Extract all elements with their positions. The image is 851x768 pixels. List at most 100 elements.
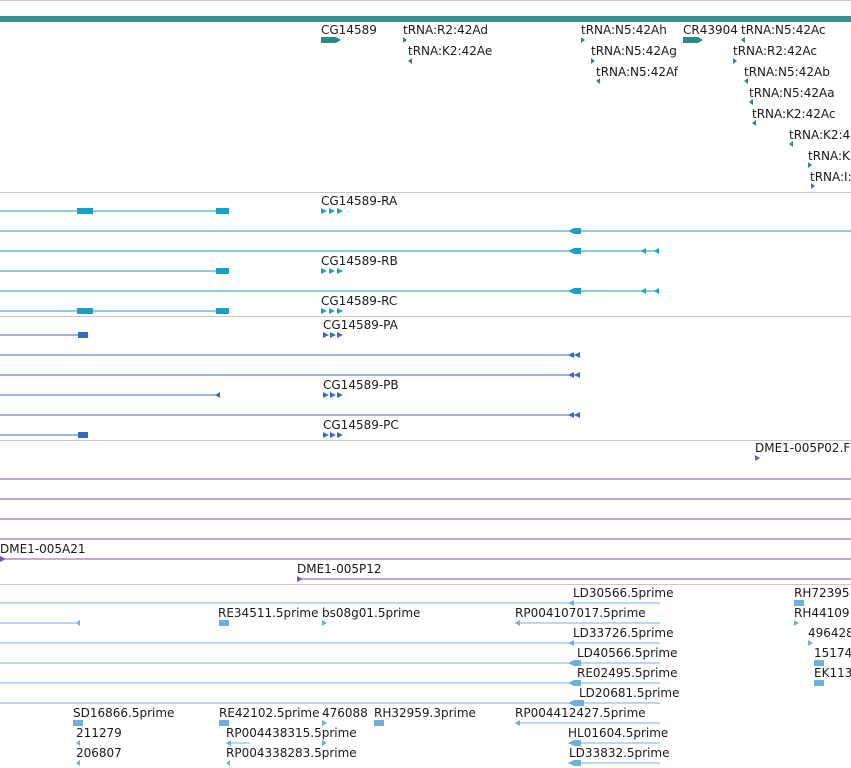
transcript-track: CG14589-RA CG14589-RB: [0, 194, 851, 314]
est-bs08g01[interactable]: bs08g01.5prime: [322, 606, 420, 626]
est-re42102[interactable]: RE42102.5prime: [219, 706, 320, 726]
trna-n5-42af[interactable]: tRNA:N5:42Af: [596, 65, 679, 84]
est-496428[interactable]: 496428: [808, 626, 851, 646]
est-ld30566[interactable]: LD30566.5prime: [568, 586, 674, 606]
pr-pb[interactable]: CG14589-PB: [323, 378, 399, 398]
transcript-row[interactable]: [0, 248, 659, 254]
gene-label: tRNA:K2:42Ae: [408, 44, 492, 58]
gene-cg14589[interactable]: CG14589: [321, 23, 377, 43]
trna-i[interactable]: tRNA:I:: [810, 170, 851, 189]
est-label: 211279: [76, 726, 122, 740]
est-206807[interactable]: 206807: [76, 746, 122, 766]
protein-row[interactable]: [0, 392, 220, 398]
protein-track: CG14589-PA CG14589-PB: [0, 318, 580, 438]
transcript-label: CG14589-RA: [321, 194, 398, 208]
est-label: HL01604.5prime: [568, 726, 668, 740]
est-ld33832[interactable]: LD33832.5prime: [568, 746, 670, 766]
trna-r2-42ad[interactable]: tRNA:R2:42Ad: [403, 23, 488, 43]
est-ld33726[interactable]: LD33726.5prime: [568, 626, 674, 646]
est-hl01604[interactable]: HL01604.5prime: [568, 726, 668, 746]
transcript-row[interactable]: [0, 288, 659, 294]
transcript-label: CG14589-RC: [321, 294, 397, 308]
est-label: EK113: [814, 666, 851, 680]
transcript-label: CG14589-RB: [321, 254, 398, 268]
pr-pa[interactable]: CG14589-PA: [323, 318, 399, 338]
est-re02495[interactable]: RE02495.5prime: [568, 666, 678, 686]
est-row[interactable]: [76, 620, 80, 626]
trna-n5-42aa[interactable]: tRNA:N5:42Aa: [749, 86, 835, 105]
trna-k2-4[interactable]: tRNA:K2:4: [789, 128, 850, 147]
est-label: RE42102.5prime: [219, 706, 320, 720]
protein-row[interactable]: [0, 372, 580, 378]
trna-n5-42ag[interactable]: tRNA:N5:42Ag: [591, 44, 677, 64]
est-label: RH44109: [794, 606, 850, 620]
protein-row[interactable]: [0, 332, 88, 338]
est-label: LD30566.5prime: [573, 586, 674, 600]
est-rp004438315[interactable]: RP004438315.5prime: [226, 726, 357, 746]
est-label: RH32959.3prime: [374, 706, 476, 720]
est-ld20681[interactable]: LD20681.5prime: [568, 686, 680, 706]
est-rp004412427[interactable]: RP004412427.5prime: [515, 706, 660, 726]
est-476088[interactable]: 476088: [322, 706, 368, 726]
trna-n5-42ab[interactable]: tRNA:N5:42Ab: [744, 65, 830, 84]
trna-k2-42ae[interactable]: tRNA:K2:42Ae: [408, 44, 492, 64]
est-ld40566[interactable]: LD40566.5prime: [568, 646, 678, 666]
trna-k2[interactable]: tRNA:K2: [808, 149, 851, 168]
ruler-bar[interactable]: [0, 16, 851, 22]
gene-label: tRNA:N5:42Ac: [741, 23, 826, 37]
protein-row[interactable]: [0, 412, 580, 418]
est-label: SD16866.5prime: [73, 706, 174, 720]
est-rh72395[interactable]: RH72395: [794, 586, 850, 606]
protein-row[interactable]: [0, 352, 580, 358]
est-211279[interactable]: 211279: [76, 726, 122, 746]
est-label: RE02495.5prime: [577, 666, 678, 680]
bac-005p12[interactable]: DME1-005P12: [297, 562, 851, 582]
transcript-row[interactable]: [0, 268, 229, 274]
transcript-row[interactable]: [0, 208, 229, 214]
est-label: RP004338283.5prime: [226, 746, 357, 760]
protein-row[interactable]: [0, 432, 88, 438]
gene-label: tRNA:R2:42Ad: [403, 23, 488, 37]
est-re34511[interactable]: RE34511.5prime: [218, 606, 319, 626]
transcript-row[interactable]: [0, 308, 229, 314]
est-label: RE34511.5prime: [218, 606, 319, 620]
est-label: RH72395: [794, 586, 850, 600]
est-rp004107017[interactable]: RP004107017.5prime: [515, 606, 660, 626]
gene-label: CR43904: [683, 23, 738, 37]
trna-n5-42ac[interactable]: tRNA:N5:42Ac: [741, 23, 826, 43]
bac-005a21[interactable]: DME1-005A21: [0, 542, 851, 562]
est-label: 496428: [808, 626, 851, 640]
est-label: RP004412427.5prime: [515, 706, 646, 720]
tx-ra[interactable]: CG14589-RA: [321, 194, 398, 214]
tx-rb[interactable]: CG14589-RB: [321, 254, 398, 274]
est-label: 476088: [322, 706, 368, 720]
transcript-row[interactable]: [0, 228, 851, 234]
gene-label: tRNA:N5:42Ah: [581, 23, 667, 37]
protein-label: CG14589-PC: [323, 418, 399, 432]
gene-label: tRNA:K2:42Ac: [752, 107, 835, 121]
tx-rc[interactable]: CG14589-RC: [321, 294, 397, 314]
gene-label: tRNA:K2:4: [789, 128, 850, 142]
est-sd16866[interactable]: SD16866.5prime: [73, 706, 174, 726]
est-rh32959[interactable]: RH32959.3prime: [374, 706, 476, 726]
est-label: LD20681.5prime: [579, 686, 680, 700]
pr-pc[interactable]: CG14589-PC: [323, 418, 399, 438]
trna-r2-42ac[interactable]: tRNA:R2:42Ac: [733, 44, 817, 64]
gene-label: tRNA:N5:42Af: [596, 65, 679, 79]
bac-label: DME1-005P02.F: [755, 441, 850, 455]
est-label: 206807: [76, 746, 122, 760]
est-label: RP004107017.5prime: [515, 606, 646, 620]
est-label: LD33832.5prime: [569, 746, 670, 760]
gene-cr43904[interactable]: CR43904: [683, 23, 738, 43]
est-rp004338283[interactable]: RP004338283.5prime: [226, 746, 357, 766]
trna-k2-42ac[interactable]: tRNA:K2:42Ac: [752, 107, 835, 126]
est-15174[interactable]: 15174: [814, 646, 851, 666]
est-rh44109[interactable]: RH44109: [794, 606, 850, 626]
trna-n5-42ah[interactable]: tRNA:N5:42Ah: [581, 23, 667, 43]
est-label: RP004438315.5prime: [226, 726, 357, 740]
gene-track: CG14589 CR43904 tRNA:R2:42Ad tRNA:K2:42A…: [321, 23, 851, 189]
est-ek113[interactable]: EK113: [814, 666, 851, 686]
est-label: LD33726.5prime: [573, 626, 674, 640]
bac-005p02[interactable]: DME1-005P02.F: [755, 441, 850, 461]
